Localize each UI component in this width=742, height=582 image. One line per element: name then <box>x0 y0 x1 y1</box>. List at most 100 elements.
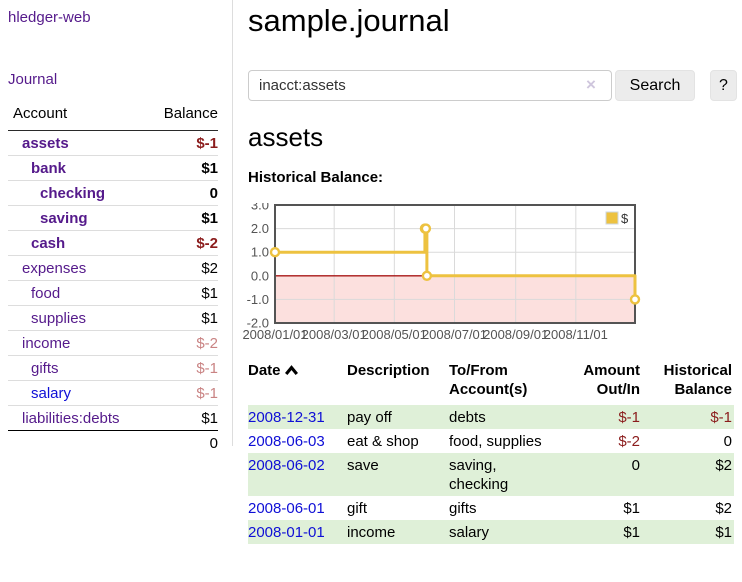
sidebar-total-balance: 0 <box>149 430 218 455</box>
svg-text:2008/11/01: 2008/11/01 <box>544 327 608 342</box>
clear-search-icon[interactable]: × <box>586 75 596 94</box>
sidebar-account-row: gifts $-1 <box>8 355 218 381</box>
chart-title: Historical Balance: <box>248 169 384 186</box>
register-header-date[interactable]: Date <box>248 358 347 405</box>
sidebar-account-row: assets $-1 <box>8 131 218 156</box>
register-row[interactable]: 2008-06-03 eat & shop food, supplies $-2 0 <box>248 429 734 453</box>
sidebar-account-link[interactable]: salary <box>31 384 72 402</box>
sidebar-account-row: bank $1 <box>8 155 218 181</box>
sidebar-account-row: checking 0 <box>8 180 218 206</box>
transaction-amount: 0 <box>631 456 640 474</box>
sidebar-account-link[interactable]: bank <box>31 159 67 177</box>
register-header-amount: Amount Out/In <box>583 362 640 398</box>
register-row[interactable]: 2008-06-01 gift gifts $1 $2 <box>248 496 734 520</box>
sidebar-account-link[interactable]: food <box>31 284 61 302</box>
sidebar-total-row: 0 <box>8 430 218 455</box>
transaction-amount: $-2 <box>618 432 640 450</box>
transaction-date-link[interactable]: 2008-12-31 <box>248 408 325 426</box>
transaction-balance: $2 <box>715 456 732 474</box>
sidebar-total-spacer <box>8 430 150 455</box>
page-title: sample.journal <box>248 3 450 38</box>
sidebar-account-row: cash $-2 <box>8 230 218 256</box>
svg-text:0.0: 0.0 <box>251 268 269 283</box>
sidebar-account-link[interactable]: income <box>22 334 71 352</box>
svg-text:-2.0: -2.0 <box>247 316 269 331</box>
transaction-amount: $1 <box>623 523 640 541</box>
sidebar-account-balance: $1 <box>149 205 218 231</box>
sidebar-account-balance: $2 <box>149 255 218 281</box>
sidebar-account-balance: $-2 <box>149 230 218 256</box>
register-header-balance: Historical Balance <box>663 362 732 398</box>
sidebar-account-balance: 0 <box>149 180 218 206</box>
transaction-date-link[interactable]: 2008-06-03 <box>248 432 325 450</box>
sidebar-account-balance: $-1 <box>149 380 218 406</box>
transaction-amount: $-1 <box>618 408 640 426</box>
accounts-header-row: Account Balance <box>8 102 218 131</box>
app-brand-link[interactable]: hledger-web <box>8 9 91 26</box>
svg-text:2008/09/01: 2008/09/01 <box>483 327 548 342</box>
transaction-date-link[interactable]: 2008-06-02 <box>248 456 325 474</box>
register-row[interactable]: 2008-01-01 income salary $1 $1 <box>248 520 734 544</box>
transaction-date-link[interactable]: 2008-06-01 <box>248 499 325 517</box>
register-body: 2008-12-31 pay off debts $-1 $-1 2008-06-03 ea… <box>248 405 734 544</box>
svg-text:1.0: 1.0 <box>251 245 269 260</box>
sidebar-account-balance: $-1 <box>149 355 218 381</box>
sidebar-account-row: saving $1 <box>8 205 218 231</box>
sidebar-account-link[interactable]: gifts <box>31 359 59 377</box>
sidebar-account-link[interactable]: checking <box>40 184 106 202</box>
sidebar-account-balance: $1 <box>149 280 218 306</box>
register-header-date-label: Date <box>248 362 281 379</box>
account-heading: assets <box>248 122 324 152</box>
transaction-accounts: saving, checking <box>449 456 509 493</box>
sidebar-account-row: salary $-1 <box>8 380 218 406</box>
transaction-balance: 0 <box>723 432 732 450</box>
transaction-accounts: gifts <box>449 499 477 517</box>
sidebar-account-link[interactable]: expenses <box>22 259 87 277</box>
transaction-balance: $2 <box>715 499 732 517</box>
sidebar-account-link[interactable]: cash <box>31 234 66 252</box>
transaction-accounts: food, supplies <box>449 432 542 450</box>
sidebar-account-row: income $-2 <box>8 330 218 356</box>
svg-text:2008/05/01: 2008/05/01 <box>362 327 427 342</box>
register-row[interactable]: 2008-06-02 save saving, checking 0 $2 <box>248 453 734 496</box>
accounts-header-account: Account <box>8 102 150 131</box>
search-form: × Search ? <box>248 70 742 101</box>
sidebar-item-journal[interactable]: Journal <box>8 71 58 88</box>
search-input[interactable] <box>248 70 612 101</box>
accounts-header-balance: Balance <box>149 102 218 131</box>
register-header-description: Description <box>347 362 430 379</box>
transaction-accounts: debts <box>449 408 486 426</box>
svg-text:2008/07/01: 2008/07/01 <box>422 327 487 342</box>
sidebar-account-row: expenses $2 <box>8 255 218 281</box>
sidebar-account-balance: $1 <box>149 155 218 181</box>
svg-text:$: $ <box>621 211 629 226</box>
svg-text:2008/01/01: 2008/01/01 <box>242 327 307 342</box>
sidebar-account-link[interactable]: liabilities:debts <box>22 409 120 427</box>
transaction-description: eat & shop <box>347 432 419 450</box>
help-button[interactable]: ? <box>710 70 737 101</box>
sidebar-account-link[interactable]: supplies <box>31 309 87 327</box>
sidebar-account-balance: $1 <box>149 305 218 331</box>
transaction-description: income <box>347 523 396 541</box>
sidebar-account-balance: $-2 <box>149 330 218 356</box>
search-button[interactable]: Search <box>615 70 695 101</box>
register-row[interactable]: 2008-12-31 pay off debts $-1 $-1 <box>248 405 734 429</box>
transaction-description: gift <box>347 499 368 517</box>
historical-balance-chart: $3.0 2.0 1.0 0.0 -1.0 -2.02008/01/012008/03/0… <box>242 203 641 342</box>
sidebar-account-link[interactable]: assets <box>22 134 69 152</box>
transaction-description: pay off <box>347 408 392 426</box>
register-header-row: Date Description To/From Account(s) Amou… <box>248 358 734 405</box>
sidebar-account-row: liabilities:debts $1 <box>8 405 218 431</box>
transaction-description: save <box>347 456 379 474</box>
register-header-tofrom: To/From Account(s) <box>449 362 528 398</box>
sidebar-account-row: food $1 <box>8 280 218 306</box>
transaction-date-link[interactable]: 2008-01-01 <box>248 523 325 541</box>
svg-text:2.0: 2.0 <box>251 221 269 236</box>
svg-text:-1.0: -1.0 <box>247 292 269 307</box>
register-table: Date Description To/From Account(s) Amou… <box>248 358 734 544</box>
transaction-balance: $-1 <box>710 408 732 426</box>
sort-caret-up-icon <box>284 365 298 375</box>
transaction-balance: $1 <box>715 523 732 541</box>
sidebar-account-balance: $-1 <box>196 134 218 152</box>
sidebar-account-link[interactable]: saving <box>40 209 88 227</box>
